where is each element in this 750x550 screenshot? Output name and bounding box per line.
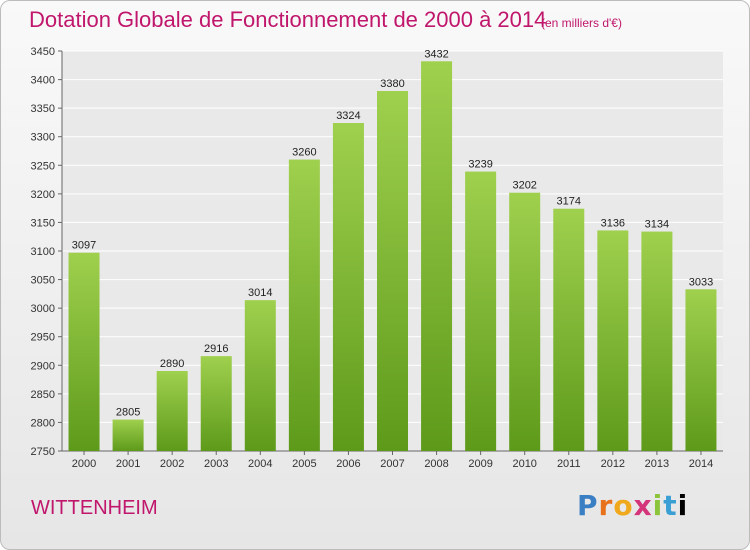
bar-2011[interactable] xyxy=(553,208,585,451)
y-tick-label: 3450 xyxy=(31,46,55,58)
y-tick-label: 3200 xyxy=(31,189,55,201)
bar-2009[interactable] xyxy=(465,171,497,452)
data-label-2001: 2805 xyxy=(116,407,140,419)
x-tick-label-2004: 2004 xyxy=(248,458,272,470)
x-tick-label-2011: 2011 xyxy=(557,458,581,470)
y-tick-label: 3050 xyxy=(31,275,55,287)
bar-2007[interactable] xyxy=(377,91,408,451)
y-tick-label: 2950 xyxy=(31,332,55,344)
data-label-2002: 2890 xyxy=(160,358,184,370)
y-tick-label: 3150 xyxy=(31,217,55,229)
x-tick-label-2003: 2003 xyxy=(204,458,228,470)
y-tick-label: 2900 xyxy=(31,360,55,372)
bar-2010[interactable] xyxy=(509,192,541,451)
x-tick-label-2012: 2012 xyxy=(601,458,625,470)
bar-2006[interactable] xyxy=(332,123,364,451)
x-tick-label-2009: 2009 xyxy=(468,458,492,470)
bar-2001[interactable] xyxy=(112,419,144,451)
bar-2002[interactable] xyxy=(156,371,188,451)
y-tick-label: 3250 xyxy=(31,160,55,172)
bar-2000[interactable] xyxy=(68,252,100,451)
y-tick-label: 3300 xyxy=(31,132,55,144)
x-tick-label-2008: 2008 xyxy=(424,458,448,470)
bar-2012[interactable] xyxy=(597,230,629,451)
data-label-2010: 3202 xyxy=(512,180,536,192)
bar-2008[interactable] xyxy=(421,61,453,452)
y-tick-label: 2850 xyxy=(31,389,55,401)
bar-2003[interactable] xyxy=(200,356,232,451)
x-tick-label-2002: 2002 xyxy=(160,458,184,470)
y-tick-label: 2800 xyxy=(31,417,55,429)
data-label-2003: 2916 xyxy=(204,343,228,355)
y-tick-label: 3000 xyxy=(31,303,55,315)
data-label-2014: 3033 xyxy=(689,276,713,288)
y-tick-label: 2750 xyxy=(31,446,55,458)
x-tick-label-2013: 2013 xyxy=(645,458,669,470)
town-name: WITTENHEIM xyxy=(31,497,158,519)
data-label-2005: 3260 xyxy=(292,147,316,159)
x-tick-label-2010: 2010 xyxy=(512,458,536,470)
data-label-2006: 3324 xyxy=(336,110,360,122)
y-tick-label: 3350 xyxy=(31,103,55,115)
x-tick-label-2007: 2007 xyxy=(380,458,404,470)
proxiti-logo[interactable]: Proxiti xyxy=(577,489,689,522)
x-tick-label-2006: 2006 xyxy=(336,458,360,470)
data-label-2004: 3014 xyxy=(248,287,272,299)
chart-subtitle: (en milliers d'€) xyxy=(541,16,622,30)
data-label-2007: 3380 xyxy=(380,78,404,90)
data-label-2009: 3239 xyxy=(468,159,492,171)
y-tick-label: 3100 xyxy=(31,246,55,258)
data-label-2011: 3174 xyxy=(557,196,581,208)
bar-2013[interactable] xyxy=(641,231,673,451)
y-tick-label: 3400 xyxy=(31,75,55,87)
bar-2004[interactable] xyxy=(244,300,276,451)
x-tick-label-2005: 2005 xyxy=(292,458,316,470)
data-label-2008: 3432 xyxy=(424,48,448,60)
x-tick-label-2001: 2001 xyxy=(116,458,140,470)
chart-title: Dotation Globale de Fonctionnement de 20… xyxy=(29,7,547,32)
bar-2005[interactable] xyxy=(288,159,320,452)
bar-2014[interactable] xyxy=(685,289,717,451)
data-label-2012: 3136 xyxy=(601,217,625,229)
data-label-2013: 3134 xyxy=(645,219,669,231)
x-tick-label-2014: 2014 xyxy=(689,458,713,470)
data-label-2000: 3097 xyxy=(72,240,96,252)
x-tick-label-2000: 2000 xyxy=(72,458,96,470)
